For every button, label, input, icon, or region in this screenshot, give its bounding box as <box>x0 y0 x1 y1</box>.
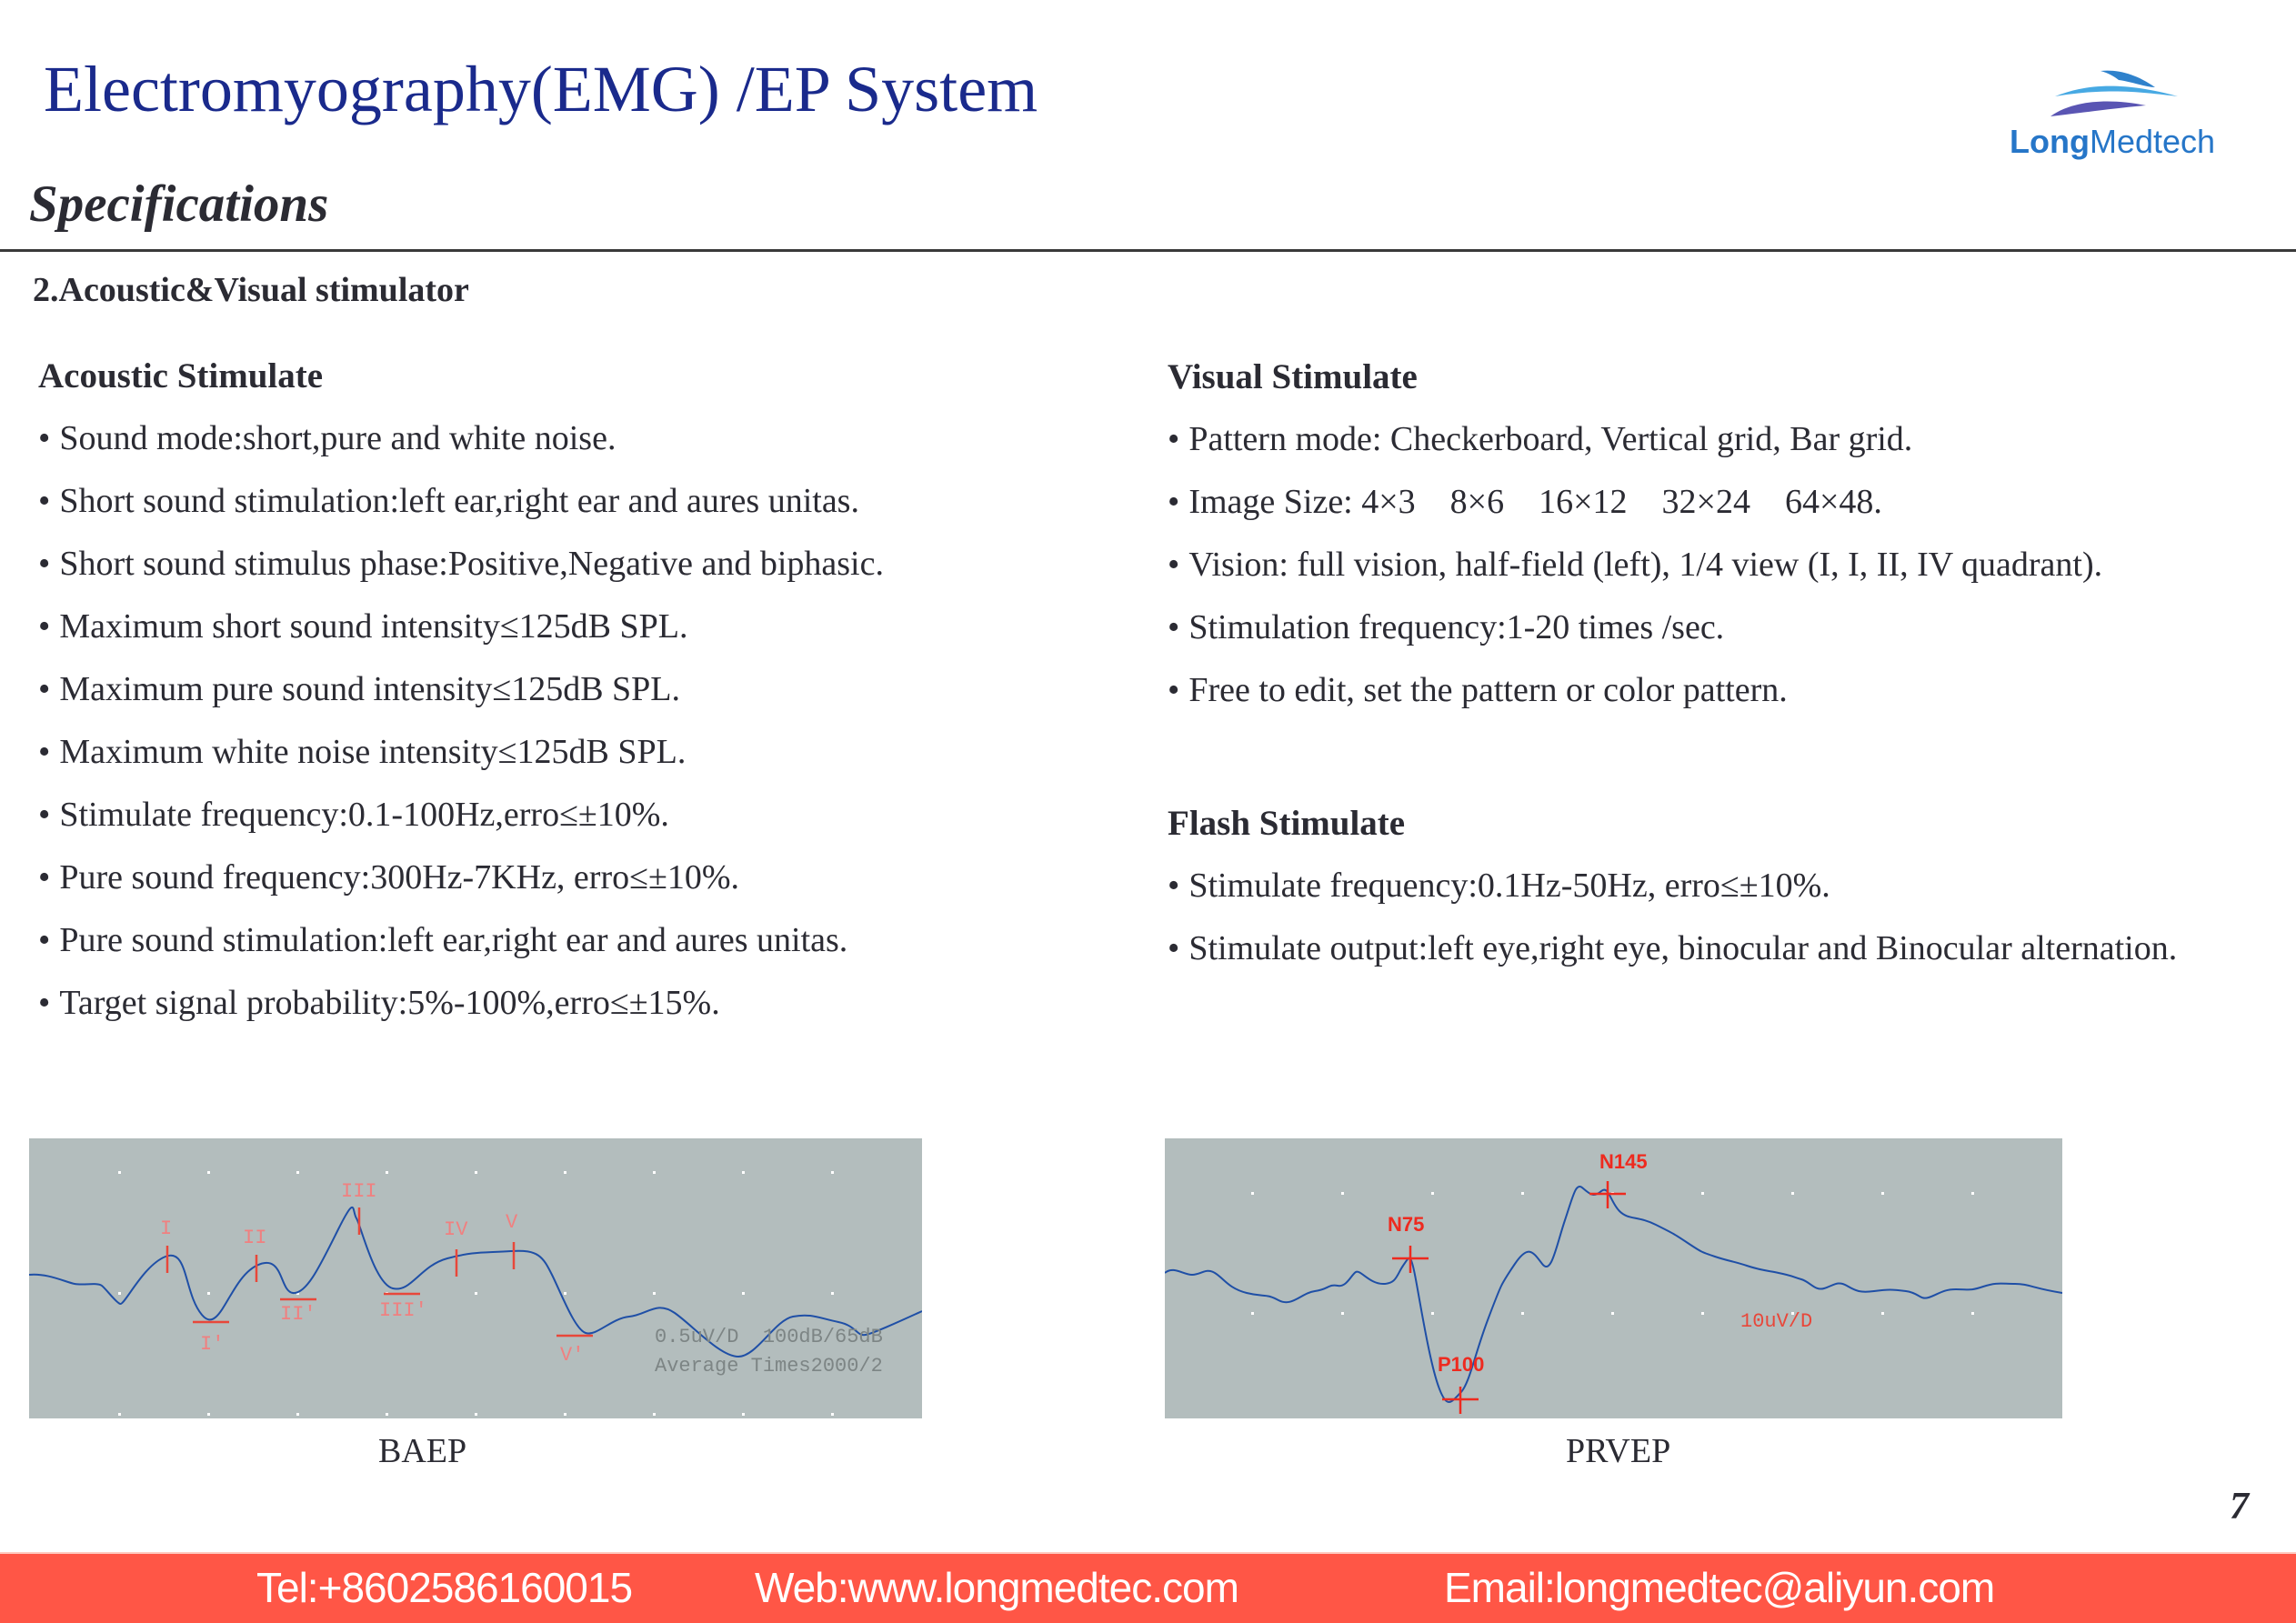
flash-item: • Stimulate frequency:0.1Hz-50Hz, erro≤±1… <box>1168 868 1830 903</box>
bullet-icon: • <box>38 482 51 520</box>
bullet-icon: • <box>38 796 51 834</box>
visual-item: • Free to edit, set the pattern or color … <box>1168 673 1788 707</box>
section-subtitle: Specifications <box>29 175 329 233</box>
acoustic-item: • Maximum white noise intensity≤125dB SPL… <box>38 735 686 769</box>
company-logo: LongMedtech <box>2000 60 2273 169</box>
prvep-chart: N75 P100 N145 10uV/D <box>1165 1138 2062 1418</box>
acoustic-item-text: Short sound stimulus phase:Positive,Nega… <box>59 545 884 583</box>
page-title: Electromyography(EMG) /EP System <box>44 53 1038 125</box>
prvep-waveform: N75 P100 N145 10uV/D <box>1165 1150 2062 1414</box>
footer-tel: Tel:+8602586160015 <box>256 1564 633 1611</box>
baep-waveform: I I' II II' III III' IV V V' 0.5uV/D 100… <box>29 1171 922 1416</box>
flash-item-text: Stimulate frequency:0.1Hz-50Hz, erro≤±10… <box>1188 867 1830 905</box>
footer-email-link[interactable]: Email:longmedtec@aliyun.com <box>1444 1564 1995 1611</box>
marker-label: IV <box>444 1218 468 1241</box>
acoustic-item-text: Pure sound stimulation:left ear,right ea… <box>59 921 848 959</box>
bullet-icon: • <box>38 419 51 457</box>
acoustic-item-text: Short sound stimulation:left ear,right e… <box>59 482 859 520</box>
marker-label: N145 <box>1599 1150 1648 1173</box>
page-number: 7 <box>2230 1486 2249 1528</box>
marker-label: II' <box>280 1303 316 1326</box>
marker-label: P100 <box>1438 1353 1484 1376</box>
bullet-icon: • <box>1168 546 1180 584</box>
marker-label: V' <box>560 1344 584 1367</box>
visual-item-text: Vision: full vision, half-field (left), … <box>1188 546 2103 584</box>
marker-label: N75 <box>1388 1213 1424 1236</box>
bird-wing-logo-icon <box>2050 70 2178 116</box>
visual-item: • Vision: full vision, half-field (left),… <box>1168 547 2102 582</box>
visual-heading: Visual Stimulate <box>1168 357 1418 396</box>
visual-item-text: Image Size: 4×3 8×6 16×12 32×24 64×48. <box>1188 483 1882 521</box>
bullet-icon: • <box>1168 929 1180 967</box>
flash-item-text: Stimulate output:left eye,right eye, bin… <box>1188 929 2178 967</box>
prvep-marker-labels: N75 P100 N145 <box>1388 1150 1648 1376</box>
acoustic-item: • Pure sound frequency:300Hz-7KHz, erro≤±… <box>38 860 739 895</box>
section-heading: 2.Acoustic&Visual stimulator <box>33 271 469 309</box>
bullet-icon: • <box>38 733 51 771</box>
acoustic-item: • Pure sound stimulation:left ear,right e… <box>38 923 847 957</box>
baep-markers <box>165 1207 593 1337</box>
prvep-markers <box>1392 1181 1626 1414</box>
baep-annotations: 0.5uV/D 100dB/65dB Average Times2000/2 <box>655 1326 883 1378</box>
bullet-icon: • <box>1168 671 1180 709</box>
marker-label: V <box>506 1211 518 1234</box>
acoustic-item: • Sound mode:short,pure and white noise. <box>38 421 616 456</box>
acoustic-item-text: Pure sound frequency:300Hz-7KHz, erro≤±1… <box>59 858 739 897</box>
visual-item-text: Stimulation frequency:1-20 times /sec. <box>1188 608 1725 646</box>
acoustic-item: • Short sound stimulation:left ear,right … <box>38 484 859 518</box>
grid-dots <box>118 1171 834 1416</box>
logo-wordmark: LongMedtech <box>2010 125 2215 158</box>
prvep-caption: PRVEP <box>1566 1432 1671 1470</box>
acoustic-heading: Acoustic Stimulate <box>38 356 324 396</box>
visual-item-text: Free to edit, set the pattern or color p… <box>1188 671 1788 709</box>
bullet-icon: • <box>38 858 51 897</box>
prvep-scale-label: 10uV/D <box>1740 1310 1812 1333</box>
bullet-icon: • <box>1168 420 1180 458</box>
header-divider <box>0 249 2296 252</box>
flash-item: • Stimulate output:left eye,right eye, bi… <box>1168 931 2177 966</box>
bullet-icon: • <box>1168 608 1180 646</box>
marker-label: III' <box>379 1299 427 1322</box>
acoustic-item-text: Maximum short sound intensity≤125dB SPL. <box>59 607 688 646</box>
acoustic-item: • Stimulate frequency:0.1-100Hz,erro≤±10%… <box>38 797 669 832</box>
baep-caption: BAEP <box>378 1432 467 1470</box>
visual-item: • Image Size: 4×3 8×6 16×12 32×24 64×48. <box>1168 485 1882 519</box>
baep-marker-labels: I I' II II' III III' IV V V' <box>160 1180 584 1367</box>
acoustic-item: • Maximum pure sound intensity≤125dB SPL. <box>38 672 680 706</box>
visual-item-text: Pattern mode: Checkerboard, Vertical gri… <box>1188 420 1913 458</box>
acoustic-item-text: Maximum white noise intensity≤125dB SPL. <box>59 733 687 771</box>
acoustic-item: • Maximum short sound intensity≤125dB SPL… <box>38 609 688 644</box>
footer-contact-bar: Tel:+8602586160015 Web:www.longmedtec.co… <box>0 1552 2296 1623</box>
logo-brand-regular: Medtech <box>2089 123 2216 160</box>
acoustic-item: • Target signal probability:5%-100%,erro≤… <box>38 986 720 1020</box>
bullet-icon: • <box>1168 867 1180 905</box>
footer-web-link[interactable]: Web:www.longmedtec.com <box>755 1564 1239 1611</box>
marker-label: I' <box>200 1333 224 1356</box>
bullet-icon: • <box>38 921 51 959</box>
bullet-icon: • <box>1168 483 1180 521</box>
flash-heading: Flash Stimulate <box>1168 804 1406 843</box>
acoustic-item-text: Target signal probability:5%-100%,erro≤±… <box>59 984 720 1022</box>
acoustic-item-text: Maximum pure sound intensity≤125dB SPL. <box>59 670 681 708</box>
visual-item: • Stimulation frequency:1-20 times /sec. <box>1168 610 1724 645</box>
baep-average-label: Average Times2000/2 <box>655 1355 883 1378</box>
bullet-icon: • <box>38 607 51 646</box>
baep-chart: I I' II II' III III' IV V V' 0.5uV/D 100… <box>29 1138 922 1418</box>
grid-dots <box>1251 1192 1974 1315</box>
bullet-icon: • <box>38 984 51 1022</box>
marker-label: III <box>341 1180 377 1203</box>
marker-label: I <box>160 1217 172 1240</box>
acoustic-item: • Short sound stimulus phase:Positive,Neg… <box>38 546 884 581</box>
bullet-icon: • <box>38 545 51 583</box>
marker-label: II <box>243 1227 266 1249</box>
visual-item: • Pattern mode: Checkerboard, Vertical gr… <box>1168 422 1912 456</box>
acoustic-item-text: Stimulate frequency:0.1-100Hz,erro≤±10%. <box>59 796 669 834</box>
logo-brand-bold: Long <box>2010 123 2090 160</box>
baep-scale-label: 0.5uV/D 100dB/65dB <box>655 1326 883 1348</box>
bullet-icon: • <box>38 670 51 708</box>
acoustic-item-text: Sound mode:short,pure and white noise. <box>59 419 617 457</box>
